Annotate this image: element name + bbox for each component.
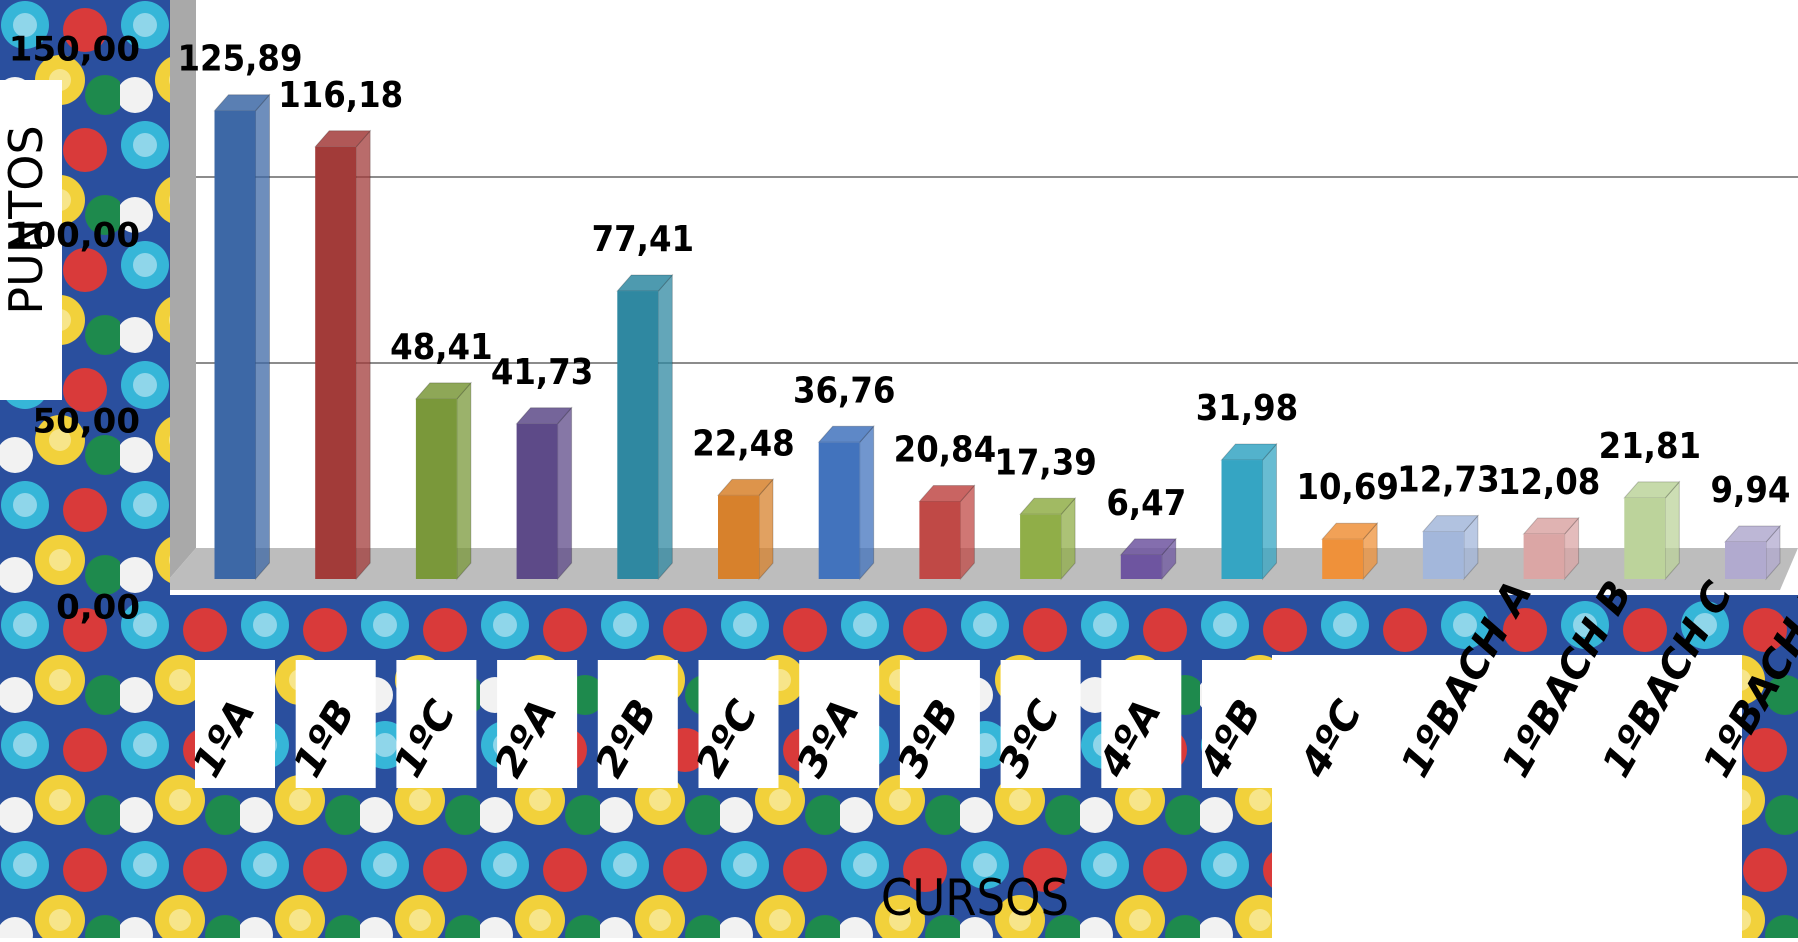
value-label: 36,76 [793, 370, 895, 411]
bar [1725, 542, 1766, 579]
x-label-box [1000, 660, 1081, 788]
bar [1624, 497, 1666, 579]
x-label-box [396, 660, 477, 788]
value-label: 125,89 [178, 39, 303, 80]
x-label-box [1202, 660, 1282, 788]
value-label: 6,47 [1106, 483, 1186, 524]
label-box [1272, 655, 1742, 938]
bar-side [758, 478, 774, 581]
value-label: 77,41 [592, 219, 694, 260]
value-label: 10,69 [1296, 467, 1398, 508]
bar [1120, 554, 1162, 579]
bar [315, 146, 357, 579]
bar [415, 398, 457, 579]
x-axis-title: CURSOS [881, 869, 1069, 927]
y-tick-label: 50,00 [32, 402, 140, 442]
y-tick-label: 0,00 [56, 588, 140, 628]
bar-side [859, 424, 875, 581]
value-label: 21,81 [1599, 426, 1701, 467]
y-tick-label: 100,00 [9, 216, 140, 256]
bar-side [557, 406, 573, 581]
value-label: 12,73 [1397, 460, 1499, 501]
bar [1322, 539, 1364, 579]
x-label-box [295, 660, 376, 788]
bar [818, 442, 860, 579]
bar [617, 291, 659, 579]
bar [1020, 514, 1062, 579]
bar-side [657, 273, 673, 581]
x-label-box [799, 660, 880, 788]
floor [170, 548, 1798, 590]
value-label: 20,84 [894, 429, 996, 470]
value-label: 41,73 [491, 352, 593, 393]
value-label: 12,08 [1498, 462, 1600, 503]
bar [919, 501, 961, 579]
value-label: 17,39 [994, 442, 1096, 483]
value-label: 31,98 [1196, 388, 1298, 429]
x-label-box [597, 660, 678, 788]
bar [1221, 460, 1263, 579]
x-label-box [698, 660, 779, 788]
plot-area [170, 0, 1798, 595]
bar-side [456, 381, 472, 581]
bar-side [1664, 480, 1680, 581]
x-label-box [497, 660, 578, 788]
bar [214, 110, 256, 579]
side-wall [170, 0, 196, 578]
y-title-box [0, 80, 62, 400]
y-tick-label: 150,00 [9, 30, 140, 70]
bar [1422, 531, 1464, 579]
x-label-box [195, 660, 275, 788]
value-label: 22,48 [692, 423, 794, 464]
bar [718, 495, 759, 579]
bar-side [355, 129, 371, 581]
bar [516, 423, 558, 579]
bar [1523, 534, 1565, 579]
value-label: 9,94 [1711, 470, 1791, 511]
x-label-box [1101, 660, 1182, 788]
y-axis-title: PUNTOS [0, 125, 53, 314]
x-label-box [899, 660, 980, 788]
value-label: 116,18 [278, 75, 403, 116]
value-label: 48,41 [390, 327, 492, 368]
bar-side [255, 93, 270, 581]
bar-side [1262, 442, 1277, 581]
